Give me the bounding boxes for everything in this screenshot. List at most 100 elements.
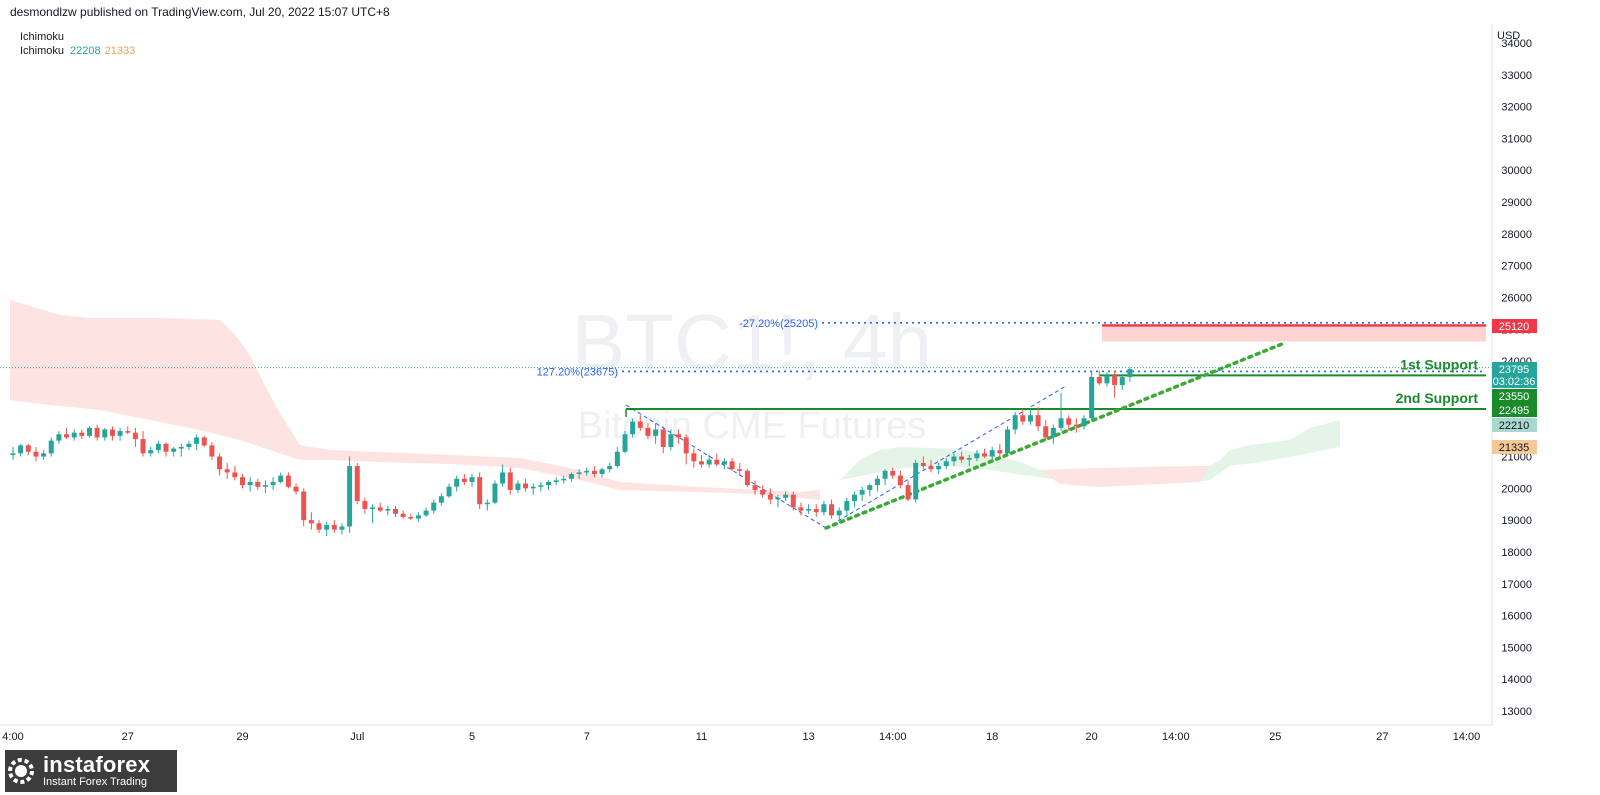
candle <box>1112 370 1118 398</box>
fib-level-label: 127.20%(23675) <box>537 366 618 378</box>
candle <box>844 497 850 517</box>
indicator-value-1: 22208 <box>70 45 101 57</box>
candle-body <box>943 461 949 467</box>
indicator-value-2: 21333 <box>104 45 136 57</box>
candle-body <box>48 440 54 454</box>
candle-body <box>102 429 108 438</box>
candle <box>744 469 750 487</box>
candle-body <box>920 462 926 467</box>
candle <box>706 454 712 468</box>
candle-body <box>1043 426 1049 438</box>
support-label: 2nd Support <box>1396 390 1479 406</box>
x-tick-label: 20 <box>1086 731 1098 743</box>
candle-body <box>354 466 360 502</box>
candle-body <box>33 451 39 457</box>
indicator-ichimoku[interactable]: Ichimoku 22208 21333 <box>20 44 135 58</box>
candle <box>163 442 169 457</box>
candle <box>668 429 674 451</box>
candle <box>683 434 689 465</box>
price-label-bg <box>1492 374 1537 388</box>
candle-body <box>913 462 919 500</box>
candle-body <box>454 478 460 487</box>
candle <box>546 480 551 490</box>
y-tick-label: 34000 <box>1501 38 1532 50</box>
candle-body <box>706 459 712 465</box>
candle-body <box>553 480 559 482</box>
candle-body <box>293 486 299 492</box>
cloud-bearish <box>10 300 820 500</box>
candle-body <box>1005 429 1010 454</box>
publish-info: desmondlzw published on TradingView.com,… <box>10 5 390 19</box>
gear-logo-icon <box>8 758 34 784</box>
candle-body <box>339 526 345 530</box>
candle <box>1012 411 1018 435</box>
candle-body <box>362 501 368 510</box>
candle-body <box>87 427 92 436</box>
candle <box>33 446 39 462</box>
candle <box>217 453 223 476</box>
candle <box>500 464 506 487</box>
indicator-title[interactable]: Ichimoku <box>20 31 65 43</box>
candle <box>783 491 789 502</box>
x-tick-label: 25 <box>1269 731 1281 743</box>
y-tick-label: 17000 <box>1501 579 1532 591</box>
candle-body <box>415 515 421 519</box>
candle-body <box>64 434 70 438</box>
candle-body <box>1112 375 1118 385</box>
support-lines[interactable]: 1st Support 2nd Support <box>625 356 1486 417</box>
x-tick-label: 14:00 <box>879 731 907 743</box>
candle-body <box>997 450 1003 454</box>
candle <box>829 499 835 519</box>
candle-body <box>393 509 398 514</box>
candle-body <box>377 507 383 511</box>
candle <box>936 462 942 475</box>
candle-body <box>477 477 483 505</box>
candle-body <box>584 470 590 473</box>
candle-body <box>760 489 766 495</box>
candle <box>194 434 200 451</box>
candle <box>178 443 184 457</box>
x-tick-label: 29 <box>236 731 248 743</box>
candle <box>1043 419 1049 441</box>
candle-body <box>829 504 835 516</box>
candle-body <box>721 461 727 465</box>
candle <box>1096 370 1102 385</box>
candle <box>959 451 965 463</box>
candle-body <box>737 469 743 471</box>
candle <box>721 458 727 470</box>
candle <box>614 446 620 468</box>
price-label-bg <box>1492 418 1537 432</box>
candle-body <box>959 456 965 460</box>
candle-body <box>431 502 437 511</box>
candle-body <box>194 437 200 444</box>
candle <box>729 458 735 471</box>
candle <box>362 497 368 514</box>
candle <box>1050 424 1056 444</box>
candle <box>64 427 70 440</box>
candle <box>905 480 911 502</box>
candle <box>255 478 261 490</box>
time-axis[interactable]: 4:00 27 29 Jul 5 7 11 13 14:00 18 20 14:00 25 27 14:00 <box>0 724 1492 743</box>
x-tick-label: 5 <box>469 731 475 743</box>
candle <box>293 483 299 495</box>
candle <box>997 443 1003 457</box>
candle <box>477 472 483 510</box>
candle-body <box>56 434 62 441</box>
candle <box>538 481 544 492</box>
candle <box>1005 426 1010 455</box>
candle-body <box>316 523 322 530</box>
candle <box>339 523 345 535</box>
candle-body <box>232 472 238 478</box>
candle <box>576 469 582 479</box>
fibonacci-levels[interactable]: -27.20%(25205) 127.20%(23675) <box>537 318 1486 529</box>
candle-body <box>109 429 115 436</box>
candle-body <box>140 439 146 454</box>
price-label: 23795 <box>1499 364 1530 376</box>
candle-body <box>1081 418 1087 427</box>
candle <box>561 475 567 484</box>
price-label: 03:02:36 <box>1493 376 1536 388</box>
trend-lines[interactable] <box>824 342 1284 530</box>
candle-body <box>163 443 169 452</box>
candle-body <box>125 431 131 433</box>
